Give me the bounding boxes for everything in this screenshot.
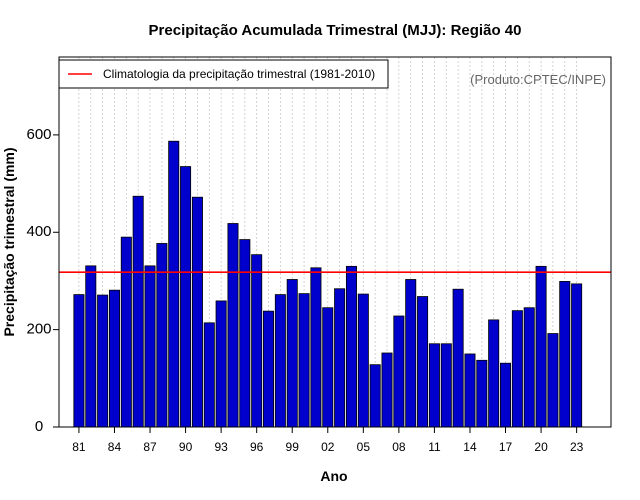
bar-1989: [168, 140, 180, 428]
legend: Climatologia da precipitação trimestral …: [58, 59, 389, 89]
y-tick-label: 200: [26, 321, 51, 338]
bar-2008: [393, 315, 405, 428]
bar-2013: [452, 288, 464, 428]
credit-text: (Produto:CPTEC/INPE): [470, 72, 606, 87]
x-tick-label: 99: [286, 440, 300, 454]
bar-1998: [274, 294, 286, 428]
bar-2020: [535, 265, 547, 428]
x-tick-label: 17: [499, 440, 513, 454]
bar-2014: [464, 353, 476, 428]
x-axis-title: Ano: [320, 468, 347, 484]
bar-2009: [405, 279, 417, 428]
bar-2015: [476, 359, 488, 428]
bar-2000: [298, 293, 310, 428]
bar-1995: [239, 239, 251, 428]
x-tick-label: 84: [108, 440, 122, 454]
bar-2002: [322, 307, 334, 428]
chart-title: Precipitação Acumulada Trimestral (MJJ):…: [149, 22, 522, 39]
bar-1986: [132, 195, 144, 428]
bar-2011: [428, 343, 440, 428]
x-tick-label: 14: [463, 440, 477, 454]
bar-2001: [310, 267, 322, 428]
bar-2012: [440, 343, 452, 428]
x-tick-label: 08: [392, 440, 406, 454]
bar-2018: [511, 310, 523, 428]
x-tick-label: 93: [214, 440, 228, 454]
y-tick-label: 400: [26, 223, 51, 240]
bar-2017: [500, 362, 512, 428]
bar-1996: [251, 254, 263, 428]
bar-2019: [523, 307, 535, 428]
x-tick-label: 23: [570, 440, 584, 454]
bar-2023: [571, 283, 583, 428]
bar-1981: [73, 294, 85, 428]
bar-2004: [345, 265, 357, 428]
bar-1982: [85, 265, 97, 428]
bar-1987: [144, 265, 156, 428]
bar-1985: [120, 236, 132, 428]
bar-1984: [108, 289, 120, 428]
bar-1983: [97, 294, 109, 428]
bar-2006: [369, 364, 381, 428]
y-tick-label: 600: [26, 126, 51, 143]
bar-1988: [156, 243, 168, 428]
x-tick-label: 05: [357, 440, 371, 454]
bar-2016: [488, 319, 500, 428]
y-tick-label: 0: [35, 418, 43, 435]
bar-2021: [547, 333, 559, 428]
bar-2022: [559, 281, 571, 428]
plot-frame: [58, 56, 612, 428]
x-tick-label: 96: [250, 440, 264, 454]
bar-2007: [381, 352, 393, 428]
y-axis-title: Precipitação trimestral (mm): [1, 147, 17, 336]
legend-box: [58, 59, 389, 89]
x-tick-label: 87: [143, 440, 157, 454]
bar-1994: [227, 223, 239, 428]
bar-1997: [263, 310, 275, 428]
x-tick-label: 90: [179, 440, 193, 454]
bar-series: [73, 140, 583, 428]
bar-2003: [334, 288, 346, 428]
bar-1991: [191, 196, 203, 428]
x-tick-label: 20: [534, 440, 548, 454]
x-tick-label: 02: [321, 440, 335, 454]
x-axis: 81 84 87 90 93 96 99 02 05 08 11 14 17 20 23: [72, 427, 584, 454]
x-tick-label: 81: [72, 440, 86, 454]
bar-2010: [417, 296, 429, 428]
bar-1999: [286, 279, 298, 428]
bar-1992: [203, 322, 215, 428]
y-axis: 0 200 400 600: [26, 126, 59, 435]
x-tick-label: 11: [428, 440, 441, 454]
legend-label-climatology: Climatologia da precipitação trimestral …: [103, 67, 375, 81]
bar-1990: [180, 166, 192, 428]
bar-1993: [215, 300, 227, 428]
bar-2005: [357, 293, 369, 428]
